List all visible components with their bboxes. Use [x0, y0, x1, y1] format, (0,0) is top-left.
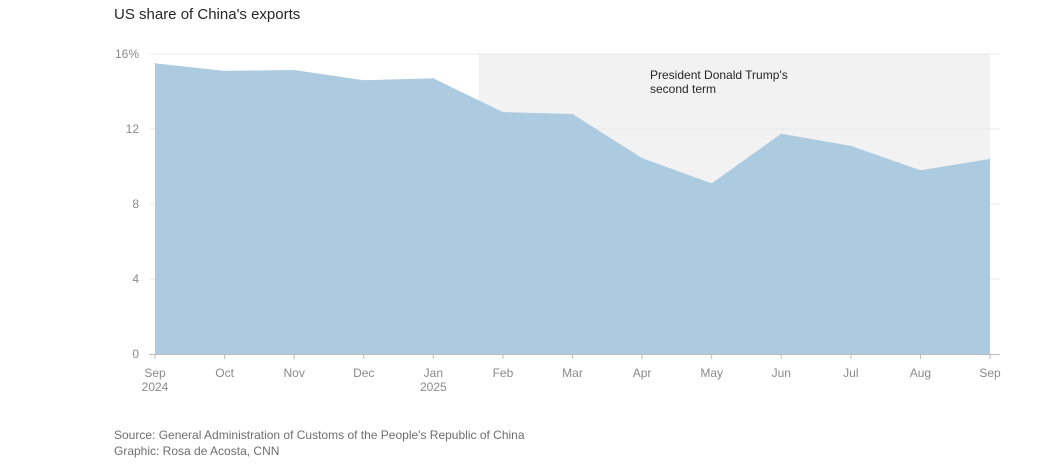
x-tick-label: Nov: [283, 366, 304, 380]
x-tick-label: Sep: [979, 366, 1001, 380]
data-point: [989, 158, 991, 160]
y-tick-label: 4: [132, 272, 139, 286]
data-point: [711, 182, 713, 184]
source-note: Source: General Administration of Custom…: [114, 428, 525, 442]
data-point: [502, 111, 504, 113]
x-tick-year-label: 2025: [420, 380, 447, 394]
data-point: [154, 62, 156, 64]
data-point: [572, 113, 573, 115]
data-point: [641, 157, 643, 159]
x-tick-label: Jan: [424, 366, 443, 380]
data-point: [432, 77, 434, 79]
chart-title: US share of China's exports: [114, 6, 301, 23]
second-term-annotation: second term: [650, 82, 716, 96]
data-point: [363, 79, 365, 81]
x-tick-label: Feb: [493, 366, 514, 380]
data-point: [850, 145, 852, 147]
y-tick-label: 8: [132, 197, 139, 211]
x-tick-label: Jul: [843, 366, 858, 380]
x-tick-year-label: 2024: [142, 380, 169, 394]
second-term-annotation: President Donald Trump's: [650, 68, 788, 82]
data-point: [293, 69, 295, 71]
x-tick-label: May: [700, 366, 723, 380]
x-tick-label: Mar: [562, 366, 583, 380]
graphic-credit: Graphic: Rosa de Acosta, CNN: [114, 444, 280, 458]
x-tick-label: Jun: [772, 366, 791, 380]
y-tick-label: 0: [132, 347, 139, 361]
x-tick-label: Oct: [215, 366, 234, 380]
y-tick-label: 12: [126, 122, 140, 136]
x-tick-label: Apr: [633, 366, 652, 380]
data-point: [224, 70, 226, 72]
y-tick-label: 16%: [115, 47, 139, 61]
export-share-area: [155, 63, 990, 354]
x-tick-label: Aug: [910, 366, 931, 380]
x-tick-label: Dec: [353, 366, 374, 380]
x-tick-label: Sep: [144, 366, 166, 380]
data-point: [919, 169, 921, 171]
data-point: [780, 133, 782, 135]
